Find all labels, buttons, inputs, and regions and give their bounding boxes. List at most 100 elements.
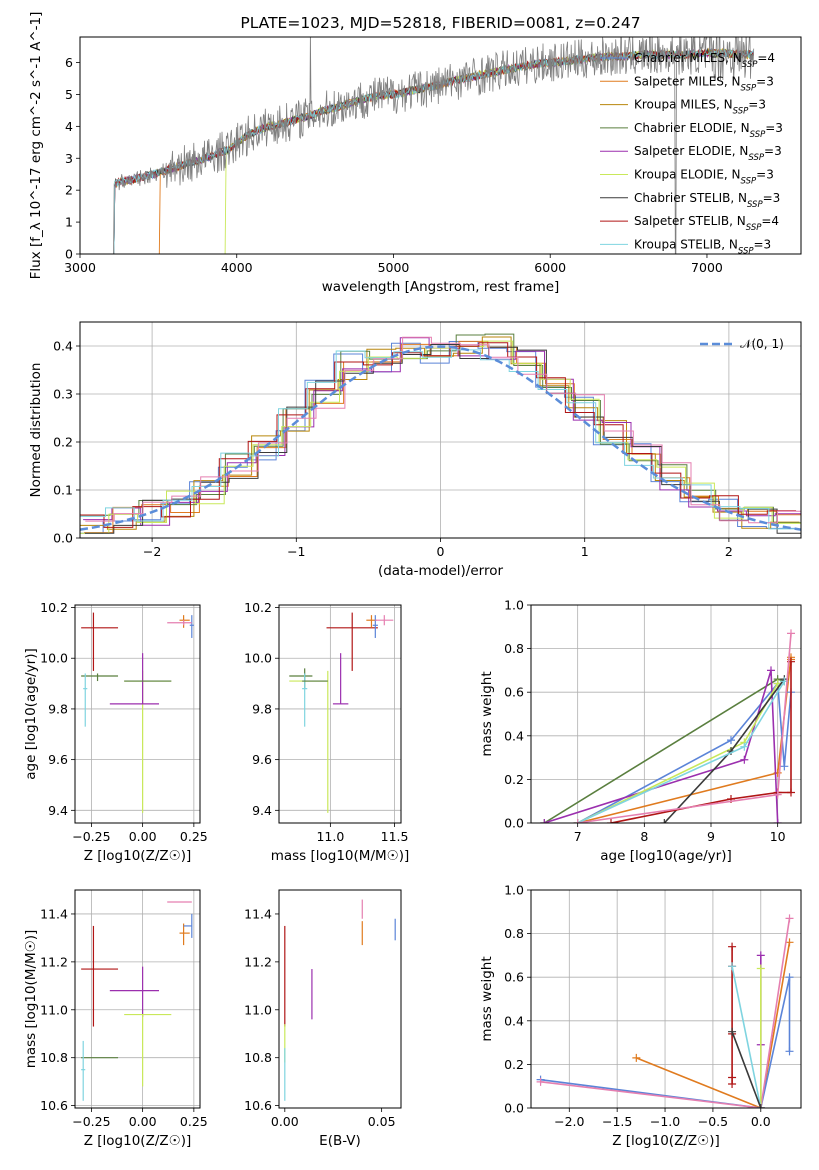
mass-weight-marker [785, 1047, 794, 1056]
x-tick-label: −2.0 [554, 1114, 584, 1129]
y-tick-label: 11.4 [244, 906, 272, 921]
residual-histogram-step [80, 342, 797, 528]
mass-weight-marker [727, 736, 735, 745]
legend-text: Chabrier MILES, N [634, 51, 742, 65]
y-tick-label: 10.2 [244, 600, 272, 615]
residuals-panel: −2 −1 0 1 2 0.0 0.1 0.2 0.3 0.4 (data-model)/error… [28, 321, 802, 579]
y-tick-label: 9.6 [48, 752, 68, 767]
legend-subscript: SSP [738, 246, 754, 256]
mass-weight-line [577, 680, 785, 823]
x-tick-label: 0.05 [368, 1114, 396, 1129]
y-tick-label: 11.0 [244, 1002, 272, 1017]
x-tick-label: 11.5 [381, 829, 409, 844]
x-tick-label: 0.25 [180, 829, 208, 844]
spectrum-plot [112, 37, 755, 254]
axes-frame [278, 889, 402, 1109]
mass-weight-marker [756, 1104, 765, 1108]
x-axis-label: wavelength [Angstrom, rest frame] [322, 279, 560, 295]
y-tick-label: 0.2 [53, 435, 73, 450]
y-tick-label: 10.6 [40, 1098, 68, 1113]
legend-subscript: SSP [741, 177, 757, 187]
mass-weight-vs-age-plot [540, 629, 795, 823]
mass-weight-vs-age-panel: 7 8 9 10 0.0 0.2 0.4 0.6 0.8 1.0 age [log10(age/yr… [479, 598, 802, 864]
mass-weight-marker [785, 973, 794, 982]
spectrum-panel: 3000 4000 5000 6000 7000 0 1 2 3 4 5 6 wavelength [A… [28, 12, 802, 295]
x-tick-label: 0.0 [751, 1114, 771, 1129]
mass-weight-line [663, 678, 785, 823]
mass-weight-line [731, 1031, 762, 1108]
x-tick-label: 7 [574, 829, 582, 844]
legend-text: Kroupa STELIB, N [634, 237, 738, 251]
y-tick-label: 11.2 [244, 954, 272, 969]
mass-weight-marker [660, 819, 669, 823]
chart-title: PLATE=1023, MJD=52818, FIBERID=0081, z=0… [240, 14, 640, 32]
mass-weight-marker [540, 819, 549, 823]
legend-text: Salpeter STELIB, N [634, 214, 746, 228]
y-tick-label: 0.2 [504, 772, 524, 787]
y-tick-label: 10.8 [40, 1050, 68, 1065]
y-tick-label: 9.4 [48, 803, 68, 818]
axes-frame [79, 321, 802, 539]
y-tick-label: 9.6 [252, 752, 272, 767]
x-tick-label: −2 [143, 544, 161, 559]
y-tick-label: 0.8 [504, 926, 524, 941]
legend-label: Salpeter STELIB, NSSP=4 [634, 214, 779, 233]
legend-text: Kroupa ELODIE, N [634, 168, 741, 182]
axes-frame [278, 604, 402, 824]
mass-weight-marker [780, 762, 789, 771]
y-tick-label: 0.6 [504, 685, 524, 700]
x-tick-label: −1 [287, 544, 305, 559]
y-tick-label: 9.8 [48, 701, 68, 716]
mass-vs-Z-plot [81, 901, 193, 1101]
y-tick-label: 0.1 [53, 483, 73, 498]
mass-weight-marker [536, 1077, 545, 1086]
y-tick-label: 6 [65, 55, 73, 70]
x-tick-label: 6000 [534, 260, 566, 275]
residual-histogram-step [84, 340, 801, 534]
residual-histogram-step [85, 336, 801, 524]
y-tick-label: 0.4 [504, 728, 524, 743]
x-axis-label: (data-model)/error [378, 563, 504, 579]
legend-subscript: SSP [741, 83, 757, 93]
legend-subscript: SSP [750, 130, 766, 140]
legend-label: Salpeter MILES, NSSP=3 [634, 74, 774, 93]
y-tick-label: 2 [65, 183, 73, 198]
mass-weight-marker [773, 790, 782, 799]
y-axis-label: Flux [f_λ 10^-17 erg cm^-2 s^-1 A^-1] [28, 12, 44, 280]
x-tick-label: −1.5 [602, 1114, 632, 1129]
x-axis-label: Z [log10(Z/Z☉)] [612, 1133, 720, 1149]
mass-weight-line [636, 942, 791, 1108]
mass-weight-line [731, 966, 762, 1108]
y-tick-label: 9.4 [252, 803, 272, 818]
x-tick-label: −0.25 [72, 829, 110, 844]
y-tick-label: 0.0 [504, 1101, 524, 1116]
mass-vs-EBV-panel: 0.00 0.05 10.6 10.8 11.0 11.2 11.4 E(B-V) [244, 889, 402, 1149]
mass-weight-marker [728, 1027, 737, 1036]
y-tick-label: 11.0 [40, 1002, 68, 1017]
mass-weight-vs-Z-panel: −2.0 −1.5 −1.0 −0.5 0.0 0.0 0.2 0.4 0.6 0.8 1.0 Z [… [479, 883, 802, 1149]
mass-weight-marker [785, 938, 794, 947]
y-tick-label: 10.8 [244, 1050, 272, 1065]
legend-text: Kroupa MILES, N [634, 98, 733, 112]
x-tick-label: 4000 [221, 260, 253, 275]
y-tick-label: 0.0 [53, 531, 73, 546]
y-tick-label: 0.8 [504, 641, 524, 656]
x-tick-label: 3000 [64, 260, 96, 275]
y-tick-label: 1.0 [504, 883, 524, 898]
legend-label: Chabrier ELODIE, NSSP=3 [634, 121, 783, 140]
mass-weight-marker [787, 629, 795, 638]
axes-frame [530, 604, 802, 824]
mass-weight-marker [728, 1080, 737, 1089]
legend-count: =3 [756, 74, 774, 88]
mass-weight-marker [787, 788, 795, 797]
mass-weight-line [610, 661, 792, 823]
mass-vs-Z-panel: −0.25 0.00 0.25 10.6 10.8 11.0 11.2 11.4 Z [log1… [23, 889, 208, 1149]
mass-weight-line [577, 683, 779, 823]
legend-label: Salpeter ELODIE, NSSP=3 [634, 144, 782, 163]
x-axis-label: age [log10(age/yr)] [600, 848, 732, 864]
legend-subscript: SSP [733, 107, 749, 117]
legend-count: =3 [763, 191, 781, 205]
legend-label: Kroupa MILES, NSSP=3 [634, 98, 766, 117]
